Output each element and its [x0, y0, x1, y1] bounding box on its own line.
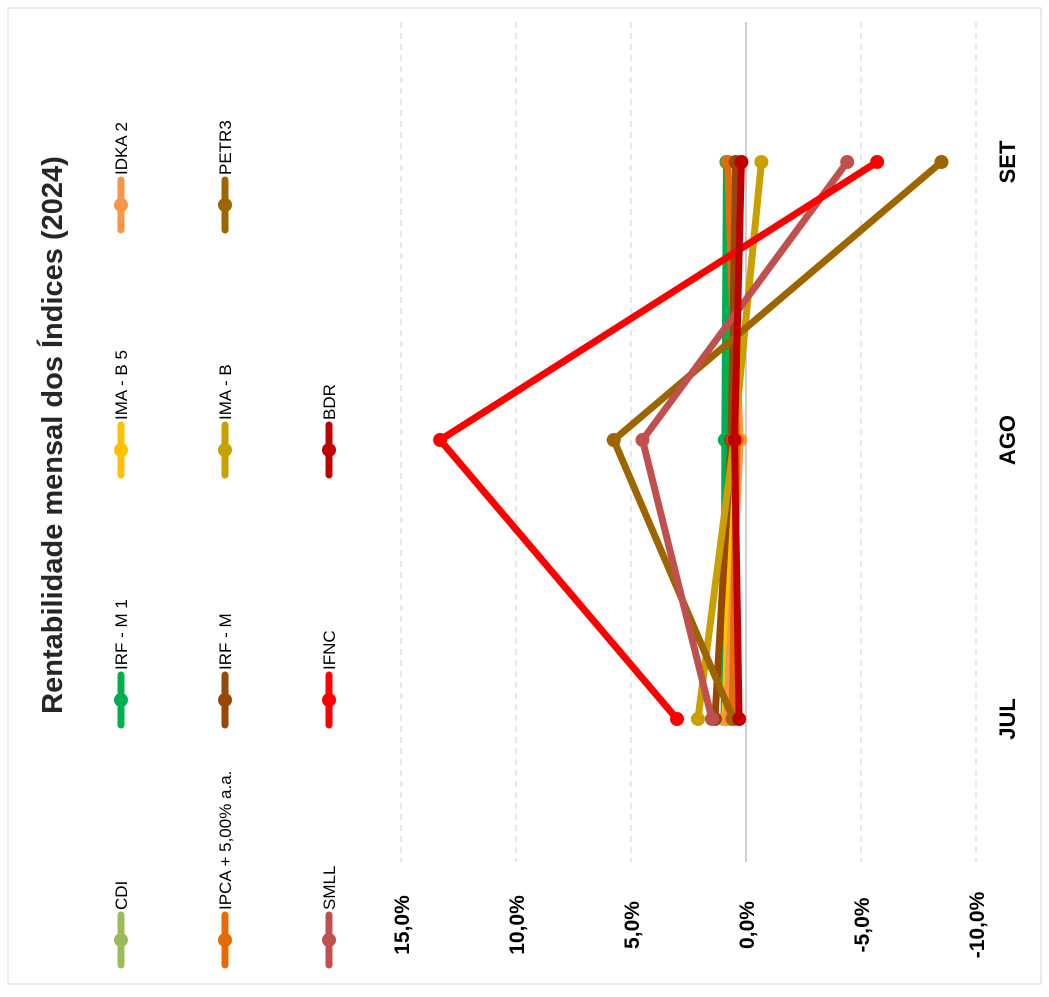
y-tick-label: 15,0% — [391, 895, 414, 955]
data-point — [727, 433, 742, 447]
y-tick-label: 0,0% — [736, 901, 759, 949]
legend-label: IMA - B 5 — [112, 350, 131, 420]
legend-marker — [322, 693, 336, 707]
legend-marker — [218, 443, 232, 457]
data-point — [870, 155, 885, 169]
legend-label: CDI — [112, 881, 131, 910]
y-tick-label: -5,0% — [851, 897, 874, 952]
legend-entry: IPCA + 5,00% a.a. — [216, 771, 235, 969]
data-point — [734, 155, 749, 169]
data-point — [690, 712, 705, 726]
legend-marker — [114, 693, 128, 707]
legend-entry: IFNC — [320, 630, 339, 729]
legend-marker — [114, 933, 128, 947]
legend-entry: IMA - B 5 — [112, 350, 131, 479]
data-point — [754, 155, 769, 169]
series-smll — [635, 155, 855, 726]
legend-entry: CDI — [112, 881, 131, 969]
legend-label: IRF - M — [216, 613, 235, 670]
legend-label: BDR — [320, 384, 339, 420]
y-tick-labels: -10,0% -5,0% 0,0% 5,0% 10,0% 15,0% — [391, 891, 989, 958]
x-tick-label: SET — [995, 140, 1020, 183]
legend-entry: BDR — [320, 384, 339, 479]
legend-label: IRF - M 1 — [112, 599, 131, 670]
series-bdr — [727, 155, 749, 726]
legend-entry: IRF - M 1 — [112, 599, 131, 729]
legend: CDI IRF - M 1 IMA - B 5 IDKA 2 IPCA + 5,00% … — [112, 120, 339, 969]
chart-border — [7, 7, 1042, 985]
data-point — [606, 433, 621, 447]
data-point — [670, 712, 684, 726]
legend-marker — [114, 198, 128, 212]
legend-label: IMA - B — [216, 364, 235, 420]
data-point — [934, 155, 949, 169]
legend-marker — [218, 693, 232, 707]
series-ifnc — [433, 155, 885, 726]
y-tick-label: 10,0% — [506, 895, 529, 955]
legend-marker — [218, 933, 232, 947]
y-tick-label: -10,0% — [966, 891, 989, 958]
legend-entry: PETR3 — [216, 120, 235, 234]
x-tick-label: AGO — [995, 415, 1020, 465]
legend-entry: IDKA 2 — [112, 122, 131, 234]
legend-entry: IMA - B — [216, 364, 235, 479]
legend-marker — [322, 933, 336, 947]
series-lines — [433, 155, 949, 726]
data-point — [704, 712, 719, 726]
legend-label: IPCA + 5,00% a.a. — [216, 771, 235, 910]
legend-marker — [114, 443, 128, 457]
chart-title: Rentabilidade mensal dos Índices (2024) — [35, 156, 69, 714]
legend-label: PETR3 — [216, 120, 235, 175]
legend-entry: IRF - M — [216, 613, 235, 729]
legend-marker — [218, 198, 232, 212]
x-tick-label: JUL — [995, 698, 1020, 740]
x-tick-labels: JUL AGO SET — [995, 140, 1020, 740]
y-tick-label: 5,0% — [621, 901, 644, 949]
legend-label: IDKA 2 — [112, 122, 131, 175]
data-point — [635, 433, 650, 447]
data-point — [840, 155, 855, 169]
legend-marker — [322, 443, 336, 457]
legend-label: SMLL — [320, 866, 339, 910]
legend-label: IFNC — [320, 630, 339, 670]
legend-entry: SMLL — [320, 866, 339, 969]
data-point — [433, 433, 448, 447]
data-point — [732, 712, 747, 726]
